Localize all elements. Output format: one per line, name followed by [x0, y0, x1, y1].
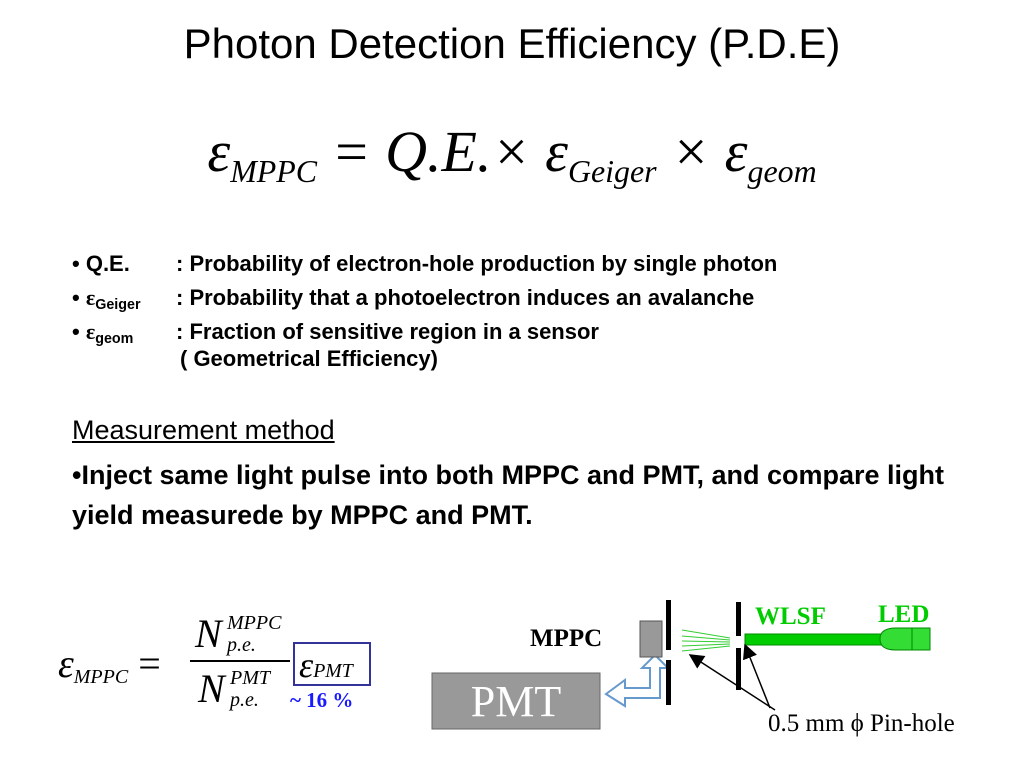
- led-base: [911, 627, 931, 651]
- den-sup: PMT: [230, 667, 270, 689]
- light-arrow: [604, 653, 671, 708]
- wlsf-label: WLSF: [755, 603, 826, 630]
- denominator: N PMT p.e.: [198, 665, 270, 712]
- slide-title: Photon Detection Efficiency (P.D.E): [183, 20, 841, 67]
- pinhole-label: 0.5 mm ϕ Pin-hole: [768, 710, 955, 737]
- formula-part: × ε: [671, 119, 748, 184]
- section-heading: Measurement method: [72, 415, 335, 445]
- n: N: [198, 666, 225, 711]
- equals: =: [138, 641, 161, 686]
- bullet: •: [72, 285, 80, 310]
- definition-note: ( Geometrical Efficiency): [180, 346, 438, 371]
- pmt-box: [431, 672, 601, 730]
- mppc-label: MPPC: [530, 625, 602, 652]
- pmt-box: εPMT: [293, 642, 371, 686]
- formula-sub: Geiger: [567, 154, 657, 190]
- pinhole-plate: [666, 600, 671, 650]
- led-label: LED: [878, 601, 929, 628]
- method-body: Inject same light pulse into both MPPC a…: [72, 460, 945, 530]
- term: Q.E.: [85, 251, 130, 276]
- bullet: •: [72, 251, 80, 276]
- definition: • εgeom : Fraction of sensitive region i…: [72, 319, 599, 348]
- lhs-sub: MPPC: [73, 666, 129, 688]
- fraction-bar: [190, 660, 290, 662]
- definition-text: : Fraction of sensitive region in a sens…: [176, 319, 599, 344]
- box-sub: PMT: [313, 660, 353, 682]
- mppc: [639, 620, 663, 658]
- pmt-label: PMT: [471, 677, 562, 726]
- term-sub: Geiger: [95, 297, 141, 314]
- bullet: •: [72, 319, 80, 344]
- definition: • Q.E. : Probability of electron-hole pr…: [72, 251, 777, 277]
- epsilon: ε: [58, 641, 74, 686]
- pinhole-plate: [736, 602, 741, 636]
- num-sup: MPPC: [227, 612, 282, 634]
- term: ε: [85, 319, 96, 344]
- term: ε: [85, 285, 96, 310]
- pointer: [743, 643, 771, 709]
- result: ~ 16 %: [290, 688, 354, 712]
- bullet: •: [72, 460, 82, 490]
- formula-part: = Q.E.× ε: [331, 119, 568, 184]
- term-sub: geom: [95, 331, 134, 348]
- pointer: [688, 654, 776, 711]
- definition: • εGeiger : Probability that a photoelec…: [72, 285, 754, 314]
- den-sub: p.e.: [230, 689, 259, 711]
- formula-sub: geom: [747, 154, 817, 190]
- epsilon: ε: [299, 645, 314, 685]
- pde-formula: εMPPC = Q.E.× εGeiger × εgeom: [0, 118, 1024, 189]
- light-rays: [681, 629, 731, 652]
- led: [879, 627, 913, 651]
- n: N: [195, 611, 222, 656]
- num-sub: p.e.: [227, 634, 256, 656]
- pinhole-plate: [666, 660, 671, 705]
- pinhole-plate: [736, 648, 741, 690]
- definition-text: : Probability of electron-hole productio…: [176, 251, 778, 276]
- method-text: •Inject same light pulse into both MPPC …: [72, 455, 952, 535]
- numerator: N MPPC p.e.: [195, 610, 281, 657]
- definition-text: : Probability that a photoelectron induc…: [176, 285, 755, 310]
- formula-sub: MPPC: [230, 154, 318, 190]
- ratio-lhs: εMPPC =: [58, 640, 161, 688]
- formula-part: ε: [207, 119, 231, 184]
